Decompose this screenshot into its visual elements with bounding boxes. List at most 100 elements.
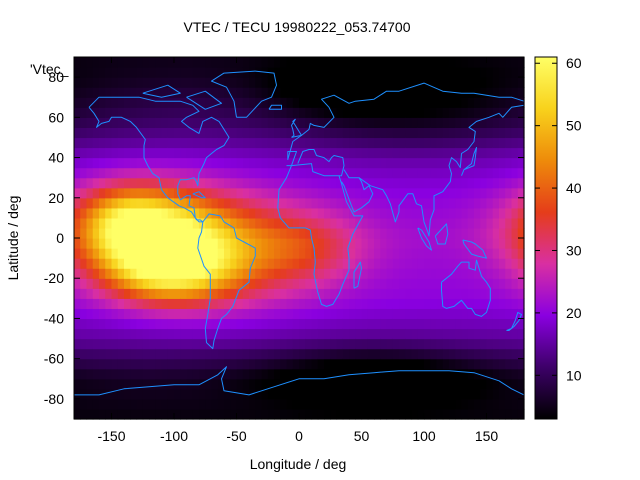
- heatmap-cell: [374, 127, 381, 139]
- heatmap-cell: [86, 177, 94, 189]
- heatmap-cell: [392, 398, 400, 410]
- heatmap-cell: [311, 157, 319, 169]
- heatmap-cell: [405, 238, 413, 249]
- heatmap-cell: [386, 298, 394, 309]
- heatmap-cell: [511, 137, 519, 149]
- heatmap-cell: [292, 227, 300, 239]
- heatmap-cell: [511, 97, 519, 108]
- heatmap-cell: [399, 378, 406, 390]
- heatmap-cell: [274, 308, 281, 320]
- heatmap-cell: [324, 328, 331, 340]
- heatmap-cell: [367, 248, 375, 259]
- heatmap-cell: [92, 147, 100, 159]
- heatmap-cell: [361, 328, 369, 340]
- heatmap-cell: [261, 318, 269, 330]
- heatmap-cell: [230, 177, 238, 189]
- heatmap-cell: [417, 197, 425, 209]
- heatmap-cell: [505, 107, 513, 118]
- heatmap-cell: [261, 378, 269, 390]
- heatmap-cell: [130, 368, 138, 380]
- heatmap-cell: [449, 328, 456, 340]
- heatmap-cell: [280, 298, 288, 309]
- heatmap-cell: [455, 398, 463, 410]
- heatmap-cell: [374, 288, 381, 299]
- heatmap-cell: [349, 157, 356, 169]
- heatmap-cell: [386, 207, 394, 219]
- heatmap-cell: [399, 318, 406, 330]
- heatmap-cell: [492, 318, 500, 330]
- heatmap-cell: [124, 408, 131, 420]
- heatmap-cell: [255, 358, 263, 370]
- heatmap-cell: [361, 137, 369, 149]
- heatmap-cell: [111, 368, 119, 380]
- heatmap-cell: [92, 328, 100, 340]
- heatmap-cell: [392, 248, 400, 259]
- heatmap-cell: [249, 117, 256, 128]
- heatmap-cell: [286, 268, 294, 279]
- heatmap-cell: [499, 217, 506, 229]
- heatmap-cell: [286, 197, 294, 209]
- heatmap-cell: [511, 268, 519, 279]
- heatmap-cell: [242, 348, 250, 360]
- heatmap-cell: [367, 398, 375, 410]
- heatmap-cell: [317, 328, 325, 340]
- heatmap-cell: [205, 318, 213, 330]
- heatmap-cell: [317, 378, 325, 390]
- heatmap-cell: [361, 147, 369, 159]
- heatmap-cell: [236, 318, 244, 330]
- heatmap-cell: [199, 268, 206, 279]
- heatmap-cell: [392, 197, 400, 209]
- heatmap-cell: [405, 187, 413, 199]
- heatmap-cell: [430, 308, 438, 320]
- heatmap-cell: [161, 298, 169, 309]
- heatmap-cell: [330, 187, 338, 199]
- heatmap-cell: [499, 268, 506, 279]
- heatmap-cell: [230, 137, 238, 149]
- heatmap-cell: [386, 177, 394, 189]
- heatmap-cell: [292, 378, 300, 390]
- heatmap-cell: [249, 137, 256, 149]
- heatmap-cell: [161, 278, 169, 289]
- heatmap-cell: [449, 408, 456, 420]
- heatmap-cell: [411, 97, 419, 108]
- heatmap-cell: [392, 77, 400, 88]
- heatmap-cell: [74, 147, 81, 159]
- heatmap-cell: [430, 157, 438, 169]
- heatmap-cell: [361, 368, 369, 380]
- heatmap-cell: [111, 107, 119, 118]
- heatmap-cell: [124, 97, 131, 108]
- heatmap-cell: [461, 278, 469, 289]
- heatmap-cell: [349, 238, 356, 249]
- heatmap-cell: [261, 57, 269, 68]
- heatmap-cell: [280, 187, 288, 199]
- heatmap-cell: [474, 117, 481, 128]
- heatmap-cell: [136, 258, 144, 269]
- heatmap-cell: [199, 298, 206, 309]
- heatmap-cell: [205, 388, 213, 400]
- heatmap-cell: [342, 348, 350, 360]
- heatmap-cell: [117, 187, 125, 199]
- heatmap-cell: [267, 348, 275, 360]
- heatmap-cell: [267, 157, 275, 169]
- heatmap-cell: [292, 258, 300, 269]
- heatmap-cell: [374, 97, 381, 108]
- heatmap-cell: [186, 338, 194, 350]
- heatmap-cell: [80, 318, 88, 330]
- heatmap-cell: [299, 137, 306, 149]
- heatmap-cell: [455, 408, 463, 420]
- heatmap-cell: [499, 348, 506, 360]
- heatmap-cell: [486, 318, 494, 330]
- heatmap-cell: [442, 258, 450, 269]
- coastline: [462, 239, 487, 259]
- heatmap-cell: [380, 67, 388, 78]
- heatmap-cell: [486, 187, 494, 199]
- heatmap-cell: [174, 167, 181, 179]
- heatmap-cell: [361, 338, 369, 350]
- heatmap-cell: [149, 328, 156, 340]
- heatmap-cell: [274, 388, 281, 400]
- heatmap-cell: [336, 268, 344, 279]
- heatmap-cell: [449, 298, 456, 309]
- heatmap-cell: [180, 338, 188, 350]
- heatmap-cell: [242, 217, 250, 229]
- heatmap-cell: [211, 197, 219, 209]
